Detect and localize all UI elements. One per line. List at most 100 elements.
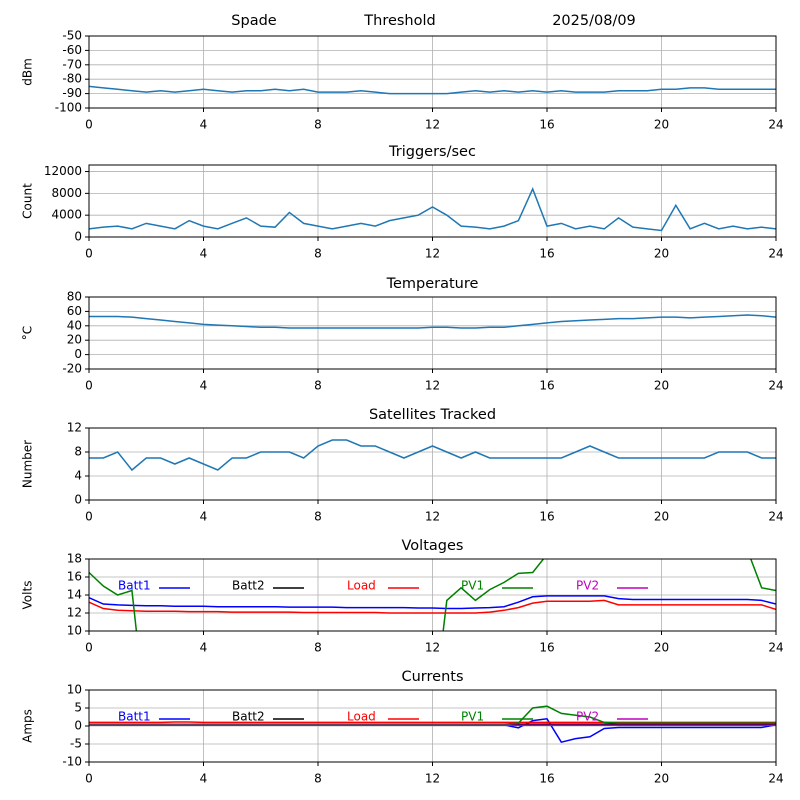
x-tick-label: 16 <box>539 379 554 393</box>
plot-frame <box>88 689 777 763</box>
y-tick-label: 5 <box>74 701 82 715</box>
y-tick-label: 10 <box>67 683 82 697</box>
x-tick-label: 16 <box>539 118 554 132</box>
plot-frame <box>88 164 777 238</box>
y-tick-label: -20 <box>62 362 82 376</box>
x-tick-label: 8 <box>314 379 322 393</box>
y-axis-label: Count <box>21 183 35 219</box>
x-tick-label: 0 <box>85 510 93 524</box>
x-tick-label: 0 <box>85 772 93 786</box>
y-tick-label: 12000 <box>44 164 82 178</box>
chart-title: Spade <box>231 13 276 29</box>
y-tick-label: 80 <box>67 290 82 304</box>
x-tick-label: 0 <box>85 641 93 655</box>
y-tick-label: 4000 <box>51 208 82 222</box>
x-tick-label: 8 <box>314 641 322 655</box>
x-tick-label: 20 <box>654 772 669 786</box>
y-tick-label: 8 <box>74 445 82 459</box>
data-line <box>89 314 776 329</box>
chart-title: Satellites Tracked <box>369 407 496 423</box>
chart-title: Threshold <box>363 13 435 29</box>
y-tick-label: 0 <box>74 230 82 244</box>
chart-title: Triggers/sec <box>388 144 476 160</box>
y-axis-label: dBm <box>21 58 35 86</box>
y-tick-label: 14 <box>67 588 82 602</box>
x-tick-label: 24 <box>768 379 783 393</box>
y-tick-label: -50 <box>62 29 82 43</box>
y-tick-label: -90 <box>62 86 82 100</box>
legend-label: PV1 <box>461 710 484 724</box>
x-tick-label: 0 <box>85 379 93 393</box>
x-tick-label: 8 <box>314 118 322 132</box>
y-tick-label: -80 <box>62 72 82 86</box>
x-tick-label: 20 <box>654 641 669 655</box>
x-tick-label: 12 <box>425 379 440 393</box>
x-tick-label: 16 <box>539 510 554 524</box>
y-tick-label: 10 <box>67 624 82 638</box>
panel: Voltages Volts 0 4 8 12 16 20 24 10 12 14 16 18 Batt1 B… <box>21 538 784 655</box>
x-tick-label: 20 <box>654 510 669 524</box>
data-line <box>89 595 776 610</box>
x-tick-label: 4 <box>200 641 208 655</box>
panel: Currents Amps 0 4 8 12 16 20 24 -10 -5 0 5 10 Batt1 Bat… <box>21 669 784 786</box>
legend-label: Batt1 <box>118 579 151 593</box>
y-tick-label: 0 <box>74 347 82 361</box>
data-line <box>89 85 776 95</box>
x-tick-label: 0 <box>85 247 93 261</box>
legend-label: PV2 <box>576 579 599 593</box>
data-line <box>89 187 776 232</box>
plot-frame <box>88 296 777 370</box>
legend-label: Load <box>347 710 376 724</box>
panel: Spade Threshold 2025/08/09 dBm 0 4 8 12 16 20 24 -1… <box>21 13 784 132</box>
y-axis-label: Amps <box>21 709 35 743</box>
x-tick-label: 12 <box>425 247 440 261</box>
panel: Triggers/sec Count 0 4 8 12 16 20 24 0 4000 8000 120… <box>21 144 784 261</box>
x-tick-label: 4 <box>200 118 208 132</box>
x-tick-label: 4 <box>200 772 208 786</box>
data-line <box>89 599 776 614</box>
y-tick-label: 12 <box>67 421 82 435</box>
legend-label: Load <box>347 579 376 593</box>
x-tick-label: 20 <box>654 379 669 393</box>
y-axis-label: Volts <box>21 581 35 610</box>
data-line <box>89 705 776 725</box>
chart-title: Currents <box>401 669 463 685</box>
x-tick-label: 12 <box>425 641 440 655</box>
y-tick-label: 12 <box>67 606 82 620</box>
y-tick-label: 20 <box>67 333 82 347</box>
x-tick-label: 4 <box>200 510 208 524</box>
y-tick-label: 0 <box>74 719 82 733</box>
y-tick-label: 8000 <box>51 186 82 200</box>
y-tick-label: 16 <box>67 570 82 584</box>
x-tick-label: 8 <box>314 772 322 786</box>
x-tick-label: 16 <box>539 641 554 655</box>
y-axis-label: °C <box>21 326 35 340</box>
chart-title: Temperature <box>386 276 479 292</box>
y-tick-label: -100 <box>55 101 82 115</box>
y-tick-label: 18 <box>67 552 82 566</box>
y-tick-label: 0 <box>74 493 82 507</box>
x-tick-label: 0 <box>85 118 93 132</box>
y-tick-label: 40 <box>67 318 82 332</box>
x-tick-label: 20 <box>654 118 669 132</box>
x-tick-label: 16 <box>539 772 554 786</box>
plot-frame <box>88 35 777 109</box>
data-line <box>89 439 776 472</box>
x-tick-label: 24 <box>768 641 783 655</box>
legend-label: PV2 <box>576 710 599 724</box>
x-tick-label: 8 <box>314 247 322 261</box>
chart-title: Voltages <box>402 538 464 554</box>
legend-label: Batt2 <box>232 710 265 724</box>
x-tick-label: 12 <box>425 118 440 132</box>
y-axis-label: Number <box>21 440 35 488</box>
plot-frame <box>88 427 777 501</box>
x-tick-label: 24 <box>768 510 783 524</box>
x-tick-label: 16 <box>539 247 554 261</box>
x-tick-label: 24 <box>768 247 783 261</box>
y-tick-label: 60 <box>67 304 82 318</box>
y-tick-label: -60 <box>62 43 82 57</box>
plot-frame <box>88 558 777 632</box>
legend-label: Batt1 <box>118 710 151 724</box>
x-tick-label: 4 <box>200 379 208 393</box>
